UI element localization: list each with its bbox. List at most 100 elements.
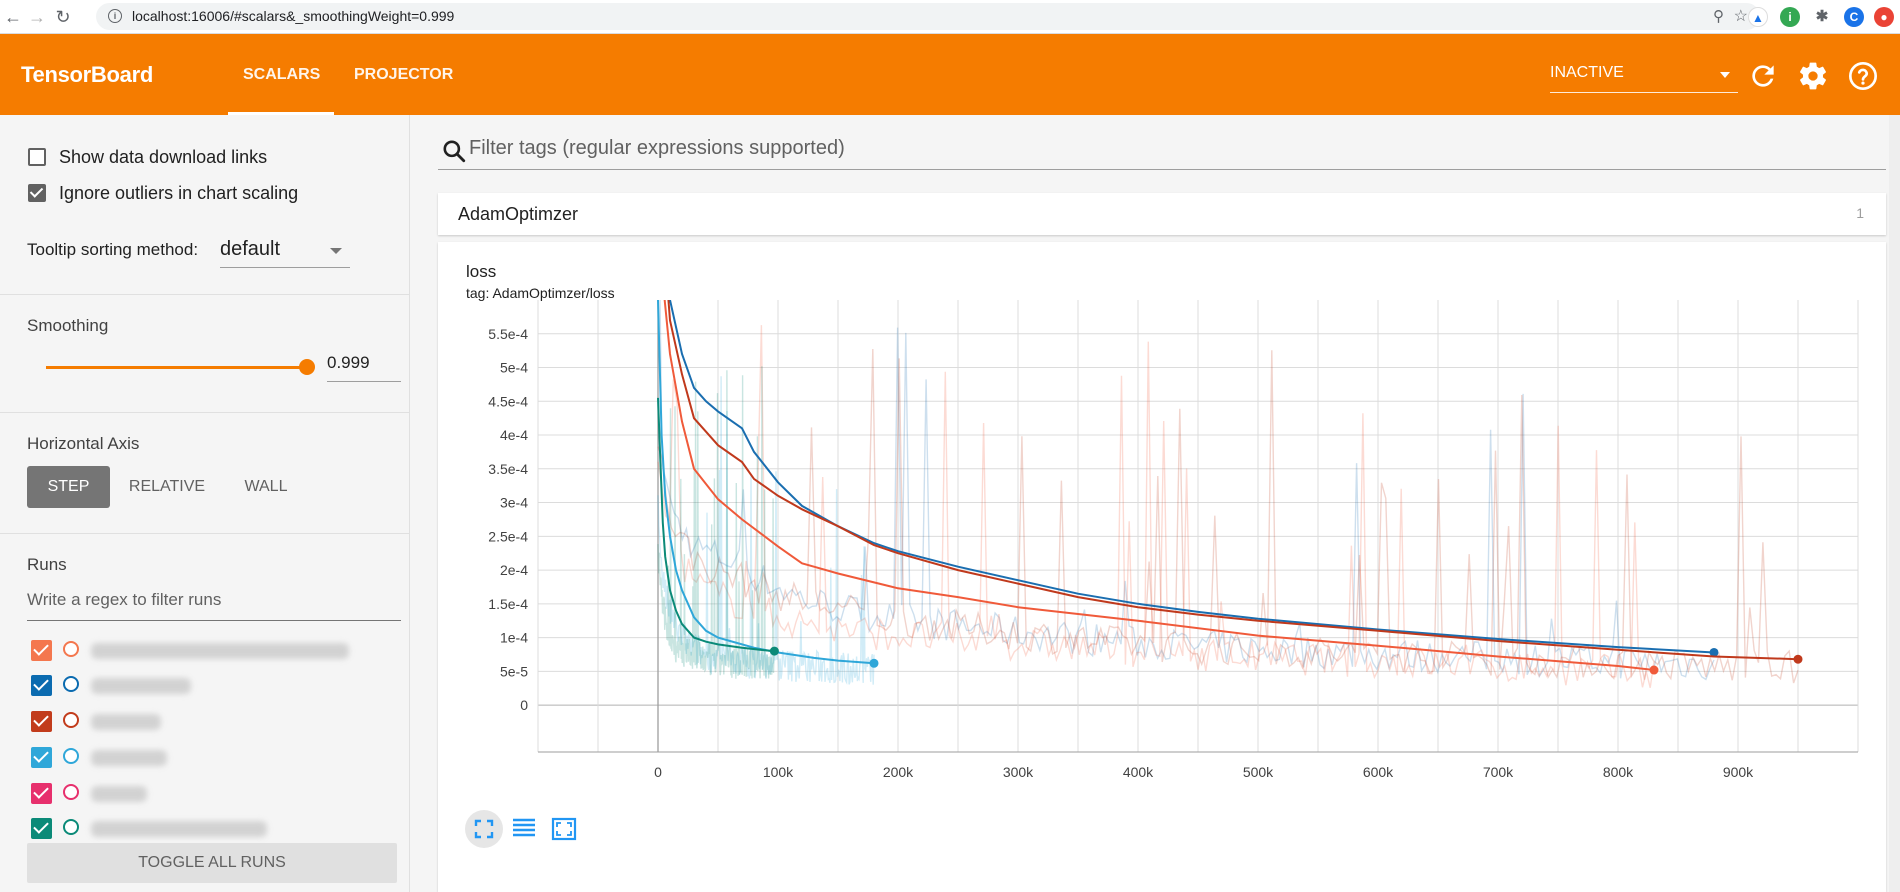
- y-tick-label: 4e-4: [500, 427, 528, 443]
- tag-group-name: AdamOptimzer: [458, 204, 579, 224]
- x-tick-label: 100k: [763, 764, 794, 780]
- run-checkbox[interactable]: [31, 675, 52, 696]
- settings-icon[interactable]: [1797, 60, 1829, 92]
- tab-scalars[interactable]: SCALARS: [243, 66, 321, 83]
- runs-filter-placeholder: Write a regex to filter runs: [27, 590, 222, 609]
- back-arrow-icon[interactable]: ←: [4, 7, 22, 27]
- runs-filter-input[interactable]: Write a regex to filter runs: [27, 590, 401, 621]
- chart-title: loss: [466, 262, 497, 281]
- run-radio[interactable]: [63, 676, 79, 692]
- axis-relative-button[interactable]: RELATIVE: [128, 478, 206, 495]
- run-checkbox[interactable]: [31, 747, 52, 768]
- y-tick-label: 3.5e-4: [488, 461, 528, 477]
- tooltip-sorting-value: default: [220, 238, 281, 260]
- extension-icon[interactable]: i: [1780, 7, 1800, 27]
- ignore-outliers-checkbox[interactable]: [28, 184, 46, 202]
- run-radio[interactable]: [63, 748, 79, 764]
- run-item[interactable]: [31, 747, 391, 771]
- run-status-select[interactable]: INACTIVE: [1550, 62, 1738, 93]
- extension-icon[interactable]: ▲: [1748, 7, 1768, 27]
- x-tick-label: 0: [654, 764, 662, 780]
- series-line: [668, 300, 1715, 654]
- x-tick-label: 300k: [1003, 764, 1034, 780]
- address-bar[interactable]: i localhost:16006/#scalars&_smoothingWei…: [96, 3, 1760, 30]
- run-item[interactable]: [31, 818, 391, 842]
- tag-filter-input[interactable]: Filter tags (regular expressions support…: [438, 135, 1886, 170]
- axis-step-button[interactable]: STEP: [27, 466, 110, 508]
- smoothing-input[interactable]: 0.999: [327, 351, 401, 382]
- reload-icon[interactable]: ↻: [55, 7, 71, 27]
- run-status-value: INACTIVE: [1550, 64, 1624, 81]
- tooltip-sorting-select[interactable]: default: [220, 235, 350, 268]
- run-checkbox[interactable]: [31, 783, 52, 804]
- run-item[interactable]: [31, 640, 391, 664]
- app-title: TensorBoard: [21, 62, 153, 87]
- toggle-all-runs-button[interactable]: TOGGLE ALL RUNS: [27, 843, 397, 883]
- run-checkbox[interactable]: [31, 818, 52, 839]
- toggle-log-scale-icon[interactable]: [505, 810, 543, 848]
- smoothed-series: [657, 300, 1803, 675]
- run-name-redacted: [91, 678, 191, 694]
- tag-filter-placeholder: Filter tags (regular expressions support…: [469, 137, 845, 159]
- zoom-icon[interactable]: ⚲: [1713, 8, 1724, 25]
- main-panel: Filter tags (regular expressions support…: [410, 115, 1900, 892]
- y-tick-label: 5.5e-4: [488, 326, 528, 342]
- x-tick-label: 700k: [1483, 764, 1514, 780]
- show-download-links-checkbox[interactable]: [28, 148, 46, 166]
- profile-icon[interactable]: C: [1844, 7, 1864, 27]
- run-item[interactable]: [31, 711, 391, 735]
- chart-card: loss tag: AdamOptimzer/loss 0 5e-5 1e-4 1.5…: [438, 242, 1886, 892]
- fit-domain-icon[interactable]: [465, 810, 503, 848]
- series-end-point: [869, 658, 879, 668]
- chart-tag: tag: AdamOptimzer/loss: [466, 285, 615, 301]
- browser-toolbar: ← → ↻ i localhost:16006/#scalars&_smooth…: [0, 0, 1900, 34]
- horizontal-axis-title: Horizontal Axis: [27, 434, 140, 453]
- axis-wall-button[interactable]: WALL: [244, 478, 288, 495]
- y-tick-label: 0: [520, 697, 528, 713]
- extension-icon[interactable]: ✱: [1815, 8, 1829, 25]
- active-tab-indicator: [228, 112, 334, 115]
- star-icon[interactable]: ☆: [1733, 8, 1748, 25]
- series-end-point: [1649, 665, 1659, 675]
- run-item[interactable]: [31, 783, 391, 807]
- run-radio[interactable]: [63, 712, 79, 728]
- x-tick-label: 600k: [1363, 764, 1394, 780]
- run-name-redacted: [91, 714, 161, 730]
- raw-series-line: [657, 366, 776, 679]
- help-icon[interactable]: [1847, 60, 1879, 92]
- loss-chart[interactable]: 0 5e-5 1e-4 1.5e-4 2e-4 2.5e-4 3e-4 3.5e-4 4e-4 4…: [438, 300, 1886, 800]
- forward-arrow-icon[interactable]: →: [28, 7, 46, 27]
- run-checkbox[interactable]: [31, 640, 52, 661]
- smoothing-slider-thumb[interactable]: [299, 359, 315, 375]
- chevron-down-icon: [1720, 72, 1730, 78]
- info-icon[interactable]: i: [108, 9, 122, 23]
- run-item[interactable]: [31, 675, 391, 699]
- tag-group-header[interactable]: AdamOptimzer 1: [438, 193, 1886, 235]
- smoothing-slider-track[interactable]: [46, 366, 306, 369]
- run-checkbox[interactable]: [31, 711, 52, 732]
- x-tick-label: 200k: [883, 764, 914, 780]
- axis-ticks: 0 5e-5 1e-4 1.5e-4 2e-4 2.5e-4 3e-4 3.5e-4 4e-4 4…: [488, 326, 1754, 780]
- show-download-links-label[interactable]: Show data download links: [59, 147, 268, 167]
- url-text[interactable]: localhost:16006/#scalars&_smoothingWeigh…: [132, 8, 455, 24]
- y-tick-label: 3e-4: [500, 495, 528, 511]
- run-radio[interactable]: [63, 641, 79, 657]
- run-radio[interactable]: [63, 819, 79, 835]
- tab-projector[interactable]: PROJECTOR: [354, 66, 454, 83]
- smoothing-value: 0.999: [327, 353, 370, 372]
- y-tick-label: 2.5e-4: [488, 528, 528, 544]
- raw-series-line: [659, 300, 1715, 681]
- x-tick-label: 900k: [1723, 764, 1754, 780]
- extension-icon[interactable]: ●: [1874, 7, 1894, 27]
- y-tick-label: 4.5e-4: [488, 393, 528, 409]
- run-name-redacted: [91, 821, 267, 837]
- page-scrollbar[interactable]: [1889, 115, 1900, 892]
- app-header: TensorBoard SCALARS PROJECTOR INACTIVE: [0, 34, 1900, 115]
- ignore-outliers-label[interactable]: Ignore outliers in chart scaling: [59, 183, 299, 203]
- run-radio[interactable]: [63, 784, 79, 800]
- refresh-icon[interactable]: [1747, 60, 1779, 92]
- series-line: [657, 300, 875, 665]
- reset-zoom-icon[interactable]: [545, 810, 583, 848]
- sidebar: Show data download links Ignore outliers…: [0, 115, 410, 892]
- x-tick-label: 800k: [1603, 764, 1634, 780]
